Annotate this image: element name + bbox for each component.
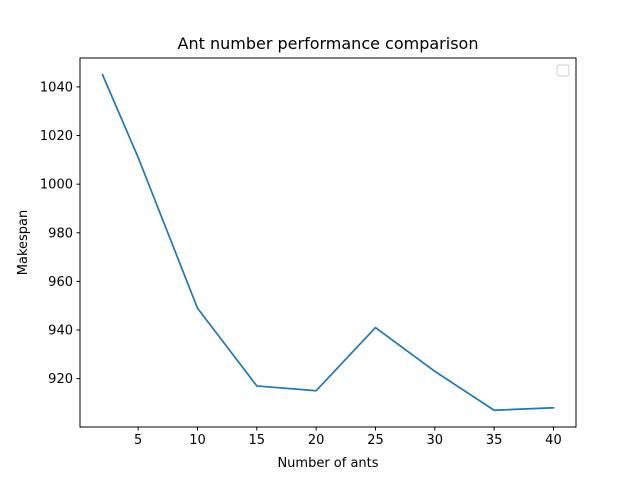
x-tick-label: 20: [308, 433, 325, 448]
y-tick-label: 920: [48, 372, 73, 387]
plot-frame: [79, 57, 577, 428]
legend-box: [556, 64, 570, 77]
x-tick-label: 30: [427, 433, 444, 448]
y-tick-label: 960: [48, 275, 73, 290]
x-tick-label: 10: [189, 433, 206, 448]
y-axis-label: Makespan: [16, 210, 31, 275]
x-tick-label: 15: [249, 433, 266, 448]
x-axis-label: Number of ants: [277, 456, 378, 471]
y-tick-label: 1040: [40, 80, 73, 95]
chart-title: Ant number performance comparison: [178, 34, 479, 53]
y-tick-label: 1000: [40, 178, 73, 193]
y-tick-label: 1020: [40, 129, 73, 144]
series-layer: [101, 73, 555, 412]
x-tick-label: 40: [545, 433, 562, 448]
x-tick-label: 35: [486, 433, 503, 448]
y-tick-label: 940: [48, 324, 73, 339]
series-line: [101, 73, 555, 412]
plot-area: [80, 58, 576, 427]
x-tick-label: 25: [367, 433, 384, 448]
y-tick-label: 980: [48, 226, 73, 241]
ticks-layer: 5 10 15 20 25 30 35 40 920 940 960 980 1000 1020 1040: [40, 80, 562, 448]
x-tick-label: 5: [134, 433, 142, 448]
